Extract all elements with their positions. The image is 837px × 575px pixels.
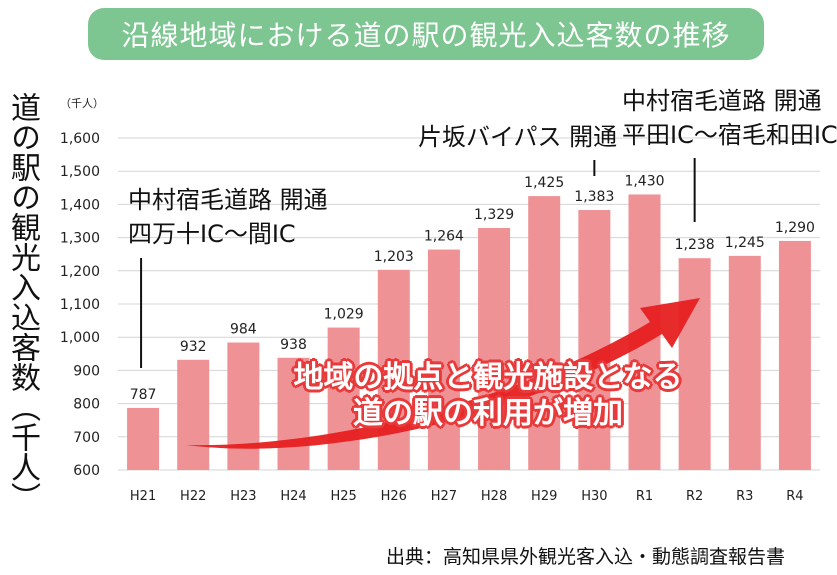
- data-label: 938: [280, 337, 307, 353]
- bar: [227, 342, 260, 470]
- data-label: 932: [180, 339, 207, 355]
- bar: [528, 196, 561, 470]
- data-label: 1,329: [474, 207, 514, 223]
- x-tick-label: H24: [280, 489, 306, 504]
- bar: [127, 407, 160, 470]
- bar: [427, 249, 460, 470]
- bar: [377, 269, 410, 470]
- x-tick-label: H26: [381, 489, 407, 504]
- data-label: 1,383: [574, 189, 614, 205]
- data-label: 1,264: [424, 229, 464, 245]
- bar: [277, 357, 310, 470]
- y-tick-label: 600: [73, 463, 100, 479]
- annotation-katasaka-line1: 片坂バイパス 開通: [418, 123, 618, 151]
- data-label: 1,203: [374, 249, 414, 265]
- x-tick-label: R1: [636, 489, 653, 504]
- x-tick-label: H25: [330, 489, 356, 504]
- chart-title: 沿線地域における道の駅の観光入込客数の推移: [121, 19, 731, 52]
- y-tick-label: 800: [73, 397, 100, 413]
- x-tick-label: H22: [180, 489, 206, 504]
- bar: [478, 227, 511, 470]
- annotation-shimanto-line1: 中村宿毛道路 開通: [128, 186, 328, 214]
- y-tick-label: 1,000: [60, 330, 100, 346]
- x-tick-label: H23: [230, 489, 256, 504]
- annotation-hirata-line1: 中村宿毛道路 開通: [622, 87, 822, 115]
- trend-arrow: [186, 298, 700, 449]
- bar: [728, 255, 761, 470]
- y-tick-label: 900: [73, 363, 100, 379]
- bar: [327, 327, 360, 470]
- x-tick-label: R3: [736, 489, 753, 504]
- x-tick-label: R2: [686, 489, 703, 504]
- x-tick-label: H21: [130, 489, 156, 504]
- x-tick-label: R4: [786, 489, 803, 504]
- annotation-shimanto-line2: 四万十IC～間IC: [128, 220, 296, 248]
- data-label: 1,425: [524, 175, 564, 191]
- y-tick-label: 1,300: [60, 231, 100, 247]
- data-label: 1,029: [324, 307, 364, 323]
- annotation-katasaka: 片坂バイパス 開通: [418, 120, 617, 154]
- y-tick-label: 1,200: [60, 264, 100, 280]
- unit-label: （千人）: [60, 97, 104, 110]
- y-tick-label: 700: [73, 430, 100, 446]
- y-tick-label: 1,600: [60, 131, 100, 147]
- data-label: 1,290: [775, 220, 815, 236]
- x-tick-label: H30: [581, 489, 607, 504]
- data-label: 1,245: [725, 235, 765, 251]
- bar: [177, 359, 210, 470]
- x-tick-label: H29: [531, 489, 557, 504]
- x-tick-label: H28: [481, 489, 507, 504]
- chart-title-banner: 沿線地域における道の駅の観光入込客数の推移: [88, 8, 764, 60]
- annotation-hirata: 中村宿毛道路 開通 平田IC～宿毛和田IC: [622, 84, 837, 152]
- data-label: 1,238: [675, 237, 715, 253]
- data-label: 1,430: [624, 173, 664, 189]
- data-label: 787: [130, 387, 157, 403]
- trend-callout: 地域の拠点と観光施設となる 道の駅の利用が増加: [238, 360, 738, 432]
- y-axis-label: 道の駅の観光入込客数（千人）: [5, 92, 40, 512]
- y-tick-label: 1,500: [60, 164, 100, 180]
- x-tick-label: H27: [431, 489, 457, 504]
- bar: [678, 258, 711, 470]
- bar: [778, 240, 811, 470]
- y-tick-label: 1,100: [60, 297, 100, 313]
- annotation-shimanto: 中村宿毛道路 開通 四万十IC～間IC: [128, 183, 328, 251]
- trend-callout-line1: 地域の拠点と観光施設となる: [293, 360, 683, 395]
- bar: [578, 210, 611, 470]
- y-tick-label: 1,400: [60, 197, 100, 213]
- source-note: 出典：高知県県外観光客入込・動態調査報告書: [386, 546, 786, 568]
- annotation-hirata-line2: 平田IC～宿毛和田IC: [622, 121, 837, 149]
- data-label: 984: [230, 322, 257, 338]
- trend-callout-line2: 道の駅の利用が増加: [353, 396, 623, 431]
